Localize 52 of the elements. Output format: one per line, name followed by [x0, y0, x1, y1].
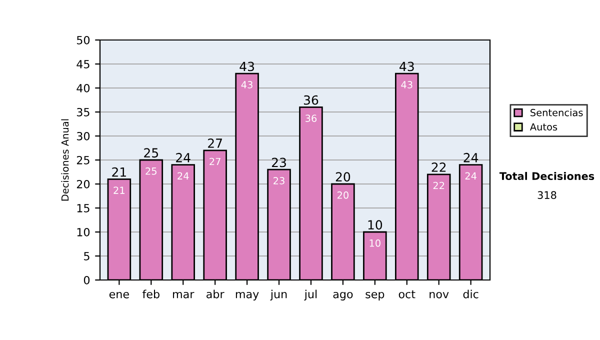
data-label: 24: [465, 172, 476, 180]
total-label: 24: [176, 152, 190, 162]
x-tick-label: jun: [270, 290, 287, 300]
total-label: 43: [400, 62, 414, 72]
data-label: 25: [146, 167, 156, 175]
data-label: 10: [370, 239, 380, 247]
legend-label: Sentencias: [530, 108, 583, 116]
total-label: 10: [368, 220, 382, 230]
total-label: 22: [432, 162, 446, 172]
x-tick-label: dic: [463, 290, 478, 298]
y-tick-label: 25: [76, 156, 90, 164]
data-label: 23: [274, 177, 284, 184]
y-tick-label: 10: [77, 228, 90, 236]
data-label: 22: [433, 182, 444, 190]
total-label: 21: [112, 167, 126, 177]
total-label: 43: [240, 62, 254, 72]
x-tick-label: abr: [206, 290, 224, 298]
y-tick-label: 35: [76, 108, 90, 116]
total-label: 20: [336, 172, 350, 182]
x-tick-label: oct: [398, 290, 416, 298]
total-label: 24: [464, 152, 478, 162]
x-tick-label: jul: [304, 290, 317, 300]
x-tick-label: ene: [109, 292, 129, 298]
x-tick-label: feb: [142, 290, 160, 298]
y-tick-label: 45: [76, 60, 90, 68]
y-tick-label: 5: [84, 252, 90, 260]
x-tick-label: ago: [333, 292, 353, 300]
x-tick-label: may: [236, 292, 259, 300]
text: 318: [538, 191, 556, 200]
data-label: 43: [401, 81, 412, 88]
data-label: 24: [178, 172, 189, 180]
y-tick-label: 0: [84, 276, 90, 284]
x-tick-label: nov: [430, 292, 449, 298]
y-tick-label: 50: [76, 36, 90, 44]
x-tick-label: sep: [366, 292, 384, 300]
total-label: 27: [208, 138, 222, 148]
total-label: 25: [144, 148, 158, 158]
y-tick-label: 30: [76, 132, 90, 140]
data-label: 21: [114, 186, 124, 194]
y-axis-title: Decisiones Anual: [61, 119, 69, 201]
data-label: 43: [241, 81, 252, 88]
y-tick-label: 40: [76, 84, 90, 92]
x-tick-label: mar: [173, 292, 194, 298]
data-label: 36: [306, 114, 317, 122]
data-label: 20: [337, 191, 348, 199]
total-label: 36: [304, 95, 318, 105]
data-label: 27: [210, 158, 220, 166]
legend-label: Autos: [530, 123, 558, 131]
y-tick-label: 15: [77, 204, 90, 212]
y-tick-label: 20: [76, 180, 90, 188]
total-label: 23: [272, 158, 286, 168]
text: Total Decisiones: [499, 172, 594, 180]
